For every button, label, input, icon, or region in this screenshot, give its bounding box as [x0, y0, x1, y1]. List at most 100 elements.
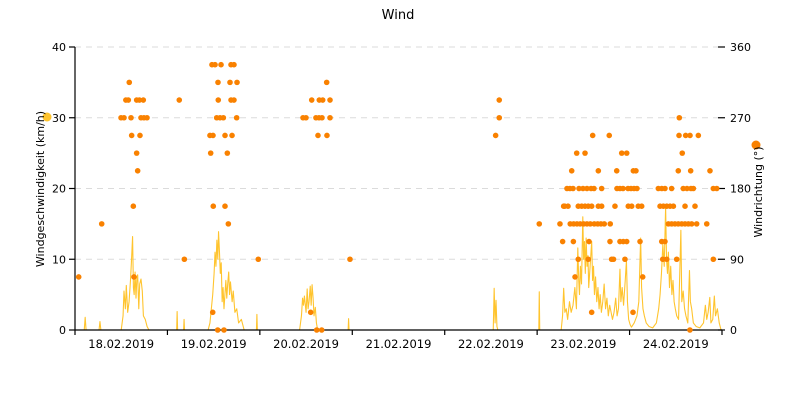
direction-dot — [589, 132, 596, 139]
axes — [69, 46, 725, 335]
direction-dot — [207, 150, 214, 156]
y-left-tick-label: 20 — [52, 183, 66, 196]
y-right-tick-label: 0 — [730, 324, 737, 337]
direction-dot — [557, 221, 563, 227]
direction-dot — [585, 256, 592, 263]
direction-dot — [536, 221, 543, 227]
direction-dot — [607, 221, 614, 227]
direction-dot — [327, 97, 333, 103]
direction-dot — [215, 97, 222, 103]
y-right-tick-labels: 0 90 180 270 360 — [730, 41, 751, 337]
direction-dot — [637, 238, 643, 245]
direction-dot — [559, 238, 566, 245]
direction-dot — [565, 203, 571, 209]
direction-dot — [227, 79, 233, 86]
direction-dot — [623, 238, 630, 245]
direction-dot — [319, 97, 326, 103]
direction-dot — [570, 185, 576, 192]
direction-dot — [125, 97, 132, 103]
direction-dot — [713, 185, 720, 192]
direction-dot — [98, 221, 105, 227]
direction-dot — [630, 309, 636, 316]
direction-dot — [573, 150, 580, 156]
direction-dot — [591, 185, 597, 192]
speed-legend-marker — [42, 112, 52, 122]
x-tick-label: 24.02.2019 — [643, 337, 709, 351]
direction-dot — [688, 221, 695, 227]
direction-dot — [638, 203, 645, 209]
direction-dot — [586, 238, 592, 245]
direction-dot — [315, 132, 321, 139]
direction-dot — [324, 132, 330, 139]
direction-dot — [690, 185, 697, 192]
direction-dot — [313, 327, 320, 333]
direction-dot — [229, 132, 235, 139]
direction-dot — [496, 114, 503, 121]
direction-dot — [307, 309, 314, 316]
direction-dot — [695, 132, 702, 139]
x-tick-label: 19.02.2019 — [181, 337, 247, 351]
direction-dot — [347, 256, 353, 263]
direction-dot — [225, 221, 232, 227]
direction-legend-marker — [751, 140, 761, 150]
direction-dot — [568, 168, 575, 174]
y-right-tick-label: 180 — [730, 183, 751, 196]
direction-dot — [693, 221, 700, 227]
direction-dot — [126, 79, 133, 86]
y-left-axis-label: Windgeschwindigkeit (km/h) — [34, 111, 47, 267]
direction-dot — [318, 327, 325, 333]
direction-dot — [496, 97, 503, 103]
direction-dot — [676, 132, 682, 139]
direction-dot — [222, 203, 228, 209]
direction-dot — [140, 97, 147, 103]
direction-dot — [639, 274, 646, 280]
x-tick-label: 18.02.2019 — [88, 337, 154, 351]
direction-dot — [668, 185, 675, 192]
direction-dot — [134, 168, 141, 174]
direction-dot — [214, 327, 221, 333]
direction-dot — [210, 203, 217, 209]
direction-dot — [710, 256, 717, 263]
direction-dot — [222, 132, 228, 139]
y-left-tick-label: 0 — [59, 324, 66, 337]
direction-dot — [587, 221, 594, 227]
direction-dot — [606, 132, 613, 139]
direction-dot — [582, 150, 588, 156]
direction-dot — [131, 274, 137, 280]
direction-dot — [137, 132, 143, 139]
y-right-tick-label: 270 — [730, 112, 751, 125]
direction-dot — [662, 238, 668, 245]
direction-dot — [598, 203, 605, 209]
y-left-tick-label: 30 — [52, 112, 66, 125]
direction-dot — [212, 61, 218, 68]
direction-dot — [687, 327, 693, 333]
direction-dot — [676, 114, 683, 121]
direction-dot — [233, 114, 240, 121]
direction-dot — [128, 132, 135, 139]
direction-dot — [580, 185, 586, 192]
y-left-tick-label: 40 — [52, 41, 66, 54]
direction-dot — [633, 168, 639, 174]
wind-speed-line — [75, 206, 722, 331]
direction-dot — [610, 256, 617, 263]
direction-dot — [575, 256, 582, 263]
direction-dot — [588, 309, 595, 316]
direction-dot — [308, 97, 315, 103]
direction-dot — [133, 150, 140, 156]
direction-dot — [670, 203, 677, 209]
direction-dot — [684, 185, 690, 192]
direction-dot — [303, 114, 309, 121]
direction-dot — [572, 274, 578, 280]
direction-dot — [628, 203, 635, 209]
direction-dot — [319, 114, 325, 121]
direction-dot — [176, 97, 183, 103]
direction-dot — [231, 61, 237, 68]
x-tick-label: 20.02.2019 — [273, 337, 339, 351]
direction-dot — [576, 185, 582, 192]
direction-dot — [595, 168, 602, 174]
direction-dot — [588, 203, 595, 209]
y-right-tick-label: 360 — [730, 41, 751, 54]
direction-dot — [692, 203, 698, 209]
direction-dot — [682, 203, 688, 209]
